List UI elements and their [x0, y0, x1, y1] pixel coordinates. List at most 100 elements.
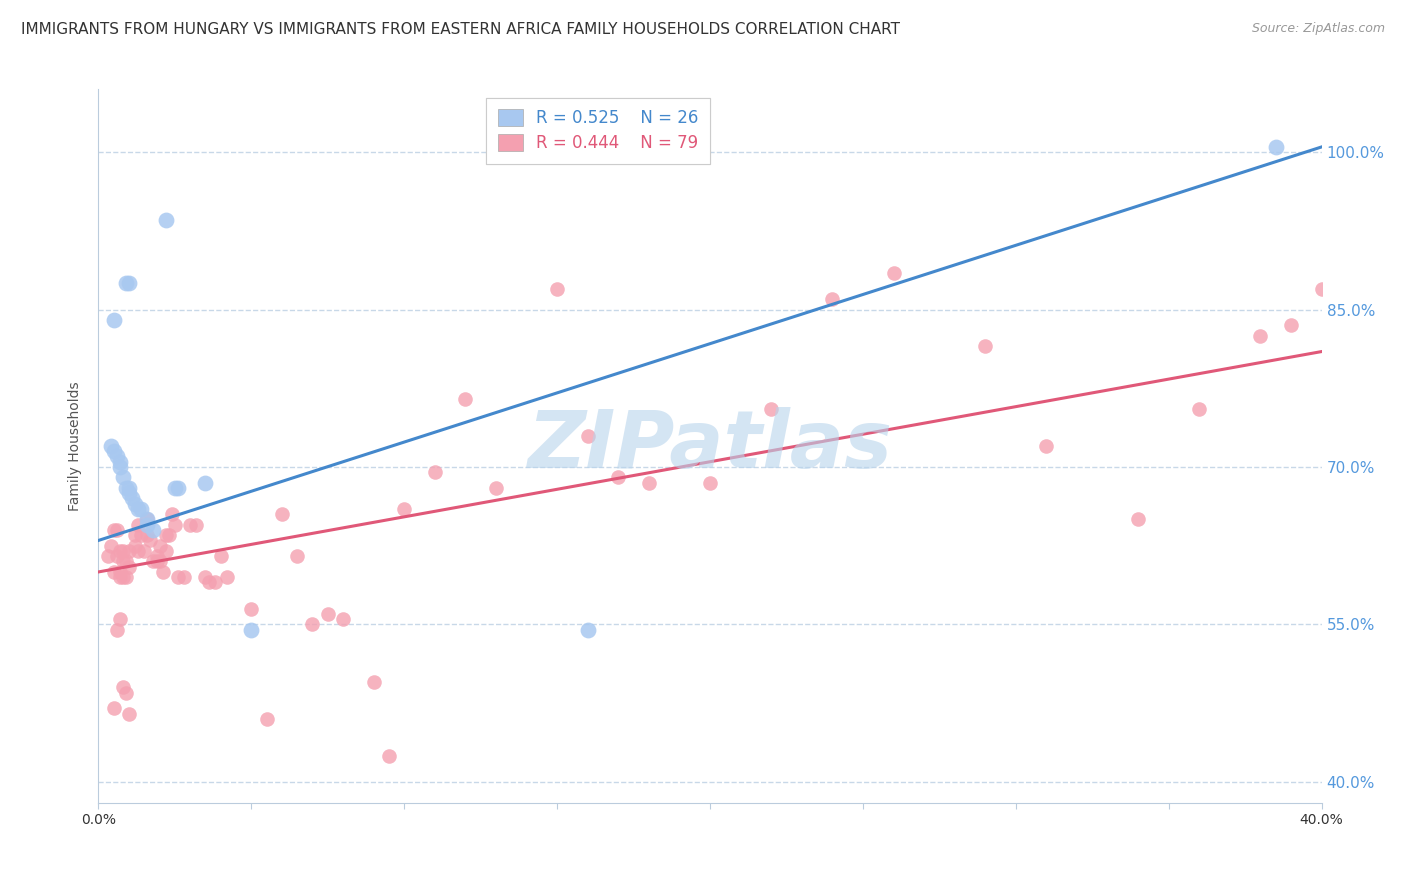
- Point: [136, 512, 159, 526]
- Point: [103, 701, 125, 715]
- Point: [378, 748, 401, 763]
- Point: [118, 559, 141, 574]
- Point: [155, 528, 177, 542]
- Point: [149, 539, 172, 553]
- Point: [118, 706, 141, 721]
- Point: [392, 502, 416, 516]
- Point: [454, 392, 477, 406]
- Point: [186, 517, 208, 532]
- Point: [124, 539, 146, 553]
- Point: [240, 623, 263, 637]
- Point: [108, 544, 131, 558]
- Point: [108, 612, 131, 626]
- Point: [163, 481, 186, 495]
- Point: [423, 465, 446, 479]
- Point: [103, 313, 125, 327]
- Point: [145, 554, 167, 568]
- Point: [105, 450, 128, 464]
- Point: [197, 575, 219, 590]
- Point: [129, 502, 152, 516]
- Point: [576, 623, 599, 637]
- Point: [1035, 439, 1057, 453]
- Point: [111, 544, 134, 558]
- Point: [115, 481, 138, 495]
- Point: [142, 554, 165, 568]
- Point: [1279, 318, 1302, 333]
- Point: [167, 570, 190, 584]
- Point: [301, 617, 323, 632]
- Point: [127, 502, 149, 516]
- Point: [115, 554, 138, 568]
- Point: [136, 528, 159, 542]
- Point: [152, 565, 174, 579]
- Point: [129, 528, 152, 542]
- Point: [759, 402, 782, 417]
- Point: [883, 266, 905, 280]
- Point: [1264, 140, 1286, 154]
- Point: [97, 549, 120, 564]
- Point: [546, 282, 568, 296]
- Point: [485, 481, 508, 495]
- Point: [111, 570, 134, 584]
- Point: [124, 528, 146, 542]
- Text: ZIPatlas: ZIPatlas: [527, 407, 893, 485]
- Point: [142, 523, 165, 537]
- Point: [118, 277, 141, 291]
- Point: [105, 523, 128, 537]
- Point: [637, 475, 661, 490]
- Point: [316, 607, 339, 621]
- Point: [157, 528, 180, 542]
- Point: [1188, 402, 1211, 417]
- Point: [100, 539, 122, 553]
- Point: [209, 549, 232, 564]
- Point: [167, 481, 190, 495]
- Point: [111, 681, 134, 695]
- Point: [124, 497, 146, 511]
- Point: [173, 570, 195, 584]
- Point: [149, 554, 172, 568]
- Point: [194, 570, 217, 584]
- Point: [155, 213, 177, 227]
- Y-axis label: Family Households: Family Households: [69, 381, 83, 511]
- Point: [974, 339, 997, 353]
- Point: [108, 455, 131, 469]
- Point: [1128, 512, 1150, 526]
- Point: [127, 544, 149, 558]
- Point: [194, 475, 217, 490]
- Point: [127, 517, 149, 532]
- Point: [136, 517, 159, 532]
- Point: [256, 712, 278, 726]
- Point: [179, 517, 201, 532]
- Text: Source: ZipAtlas.com: Source: ZipAtlas.com: [1251, 22, 1385, 36]
- Point: [108, 570, 131, 584]
- Point: [270, 507, 292, 521]
- Point: [215, 570, 238, 584]
- Point: [332, 612, 354, 626]
- Point: [103, 523, 125, 537]
- Point: [240, 601, 263, 615]
- Point: [163, 517, 186, 532]
- Point: [118, 486, 141, 500]
- Point: [155, 544, 177, 558]
- Point: [363, 675, 385, 690]
- Point: [136, 512, 159, 526]
- Point: [145, 549, 167, 564]
- Point: [103, 565, 125, 579]
- Point: [103, 444, 125, 458]
- Point: [139, 533, 162, 548]
- Point: [160, 507, 183, 521]
- Point: [699, 475, 721, 490]
- Point: [118, 544, 141, 558]
- Point: [576, 428, 599, 442]
- Point: [111, 554, 134, 568]
- Point: [285, 549, 308, 564]
- Point: [105, 623, 128, 637]
- Point: [134, 544, 156, 558]
- Legend: R = 0.525    N = 26, R = 0.444    N = 79: R = 0.525 N = 26, R = 0.444 N = 79: [486, 97, 710, 164]
- Point: [100, 439, 122, 453]
- Point: [108, 460, 131, 475]
- Text: IMMIGRANTS FROM HUNGARY VS IMMIGRANTS FROM EASTERN AFRICA FAMILY HOUSEHOLDS CORR: IMMIGRANTS FROM HUNGARY VS IMMIGRANTS FR…: [21, 22, 900, 37]
- Point: [204, 575, 226, 590]
- Point: [115, 685, 138, 699]
- Point: [115, 570, 138, 584]
